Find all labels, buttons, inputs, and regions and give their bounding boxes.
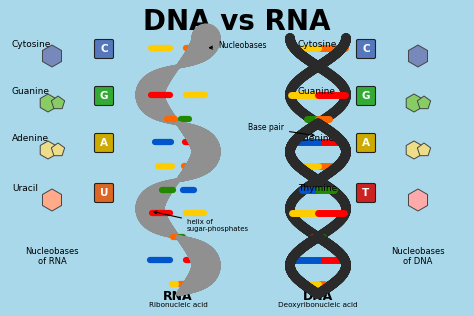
Text: Base pair: Base pair <box>248 124 314 137</box>
Text: G: G <box>362 91 370 101</box>
Text: of RNA: of RNA <box>37 257 66 265</box>
Text: RNA: RNA <box>163 289 193 302</box>
Polygon shape <box>40 141 56 159</box>
Polygon shape <box>40 94 56 112</box>
FancyBboxPatch shape <box>94 184 113 203</box>
Text: Guanine: Guanine <box>12 87 50 96</box>
Text: Cytosine: Cytosine <box>12 40 51 49</box>
Text: U: U <box>100 188 108 198</box>
Text: Adenine: Adenine <box>298 134 335 143</box>
Text: Nucleobases: Nucleobases <box>391 247 445 257</box>
Polygon shape <box>51 143 64 156</box>
Text: C: C <box>100 44 108 54</box>
Text: of DNA: of DNA <box>403 257 433 265</box>
Text: Cytosine: Cytosine <box>298 40 337 49</box>
FancyBboxPatch shape <box>356 184 375 203</box>
FancyBboxPatch shape <box>356 133 375 153</box>
Text: DNA vs RNA: DNA vs RNA <box>143 8 331 36</box>
FancyBboxPatch shape <box>94 133 113 153</box>
Polygon shape <box>406 94 422 112</box>
Text: Nucleobases: Nucleobases <box>25 247 79 257</box>
Text: T: T <box>363 188 370 198</box>
Text: DNA: DNA <box>303 289 333 302</box>
Polygon shape <box>406 141 422 159</box>
FancyBboxPatch shape <box>356 87 375 106</box>
FancyBboxPatch shape <box>356 40 375 58</box>
Polygon shape <box>43 45 62 67</box>
Text: Thymine: Thymine <box>298 184 337 193</box>
Polygon shape <box>409 189 428 211</box>
FancyBboxPatch shape <box>94 87 113 106</box>
Text: A: A <box>362 138 370 148</box>
FancyBboxPatch shape <box>94 40 113 58</box>
Text: G: G <box>100 91 108 101</box>
Polygon shape <box>51 96 64 109</box>
Polygon shape <box>43 189 62 211</box>
Text: C: C <box>362 44 370 54</box>
Text: Adenine: Adenine <box>12 134 49 143</box>
Polygon shape <box>409 45 428 67</box>
Text: A: A <box>100 138 108 148</box>
Text: Ribonucleic acid: Ribonucleic acid <box>148 302 208 308</box>
Text: Uracil: Uracil <box>12 184 38 193</box>
Polygon shape <box>417 96 431 109</box>
Polygon shape <box>417 143 431 156</box>
Text: Nucleobases: Nucleobases <box>210 41 266 51</box>
Text: helix of
sugar-phosphates: helix of sugar-phosphates <box>154 211 249 233</box>
Text: Deoxyribonucleic acid: Deoxyribonucleic acid <box>278 302 358 308</box>
Text: Guanine: Guanine <box>298 87 336 96</box>
